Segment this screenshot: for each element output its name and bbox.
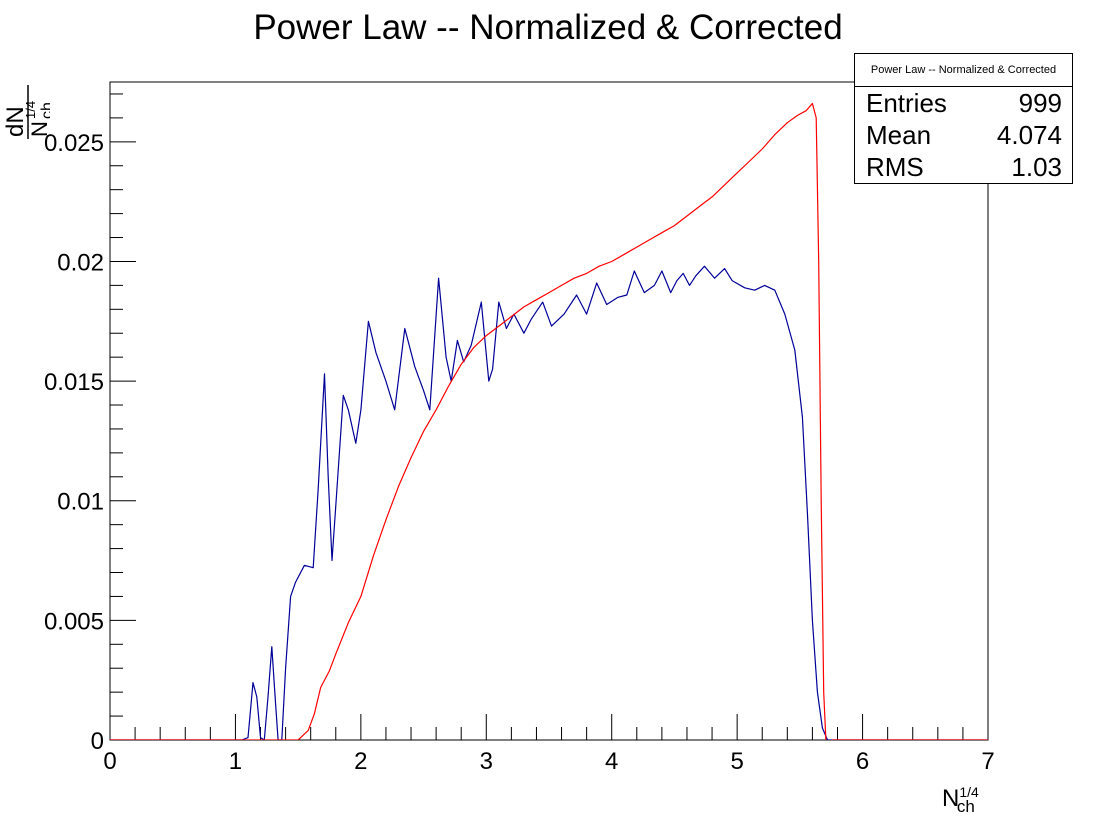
- x-axis-sup: 1/4: [959, 784, 979, 800]
- stats-row-rms: RMS 1.03: [855, 151, 1072, 183]
- x-axis-main: N: [942, 785, 960, 812]
- y-axis-denominator: N: [27, 121, 50, 137]
- y-axis-label: dN N ch 1/4: [0, 82, 56, 149]
- x-tick-label: 3: [480, 748, 493, 775]
- x-axis-sub: ch: [956, 796, 975, 816]
- x-tick-label: 7: [981, 748, 994, 775]
- chart-title: Power Law -- Normalized & Corrected: [253, 8, 843, 47]
- y-tick-label: 0.025: [44, 130, 104, 157]
- y-tick-label: 0.005: [44, 608, 104, 635]
- y-axis-denominator-sub: ch: [39, 102, 50, 119]
- stats-row-entries: Entries 999: [855, 87, 1072, 119]
- y-tick-label: 0.015: [44, 369, 104, 396]
- series-line-1: [110, 265, 988, 740]
- x-tick-label: 4: [605, 748, 618, 775]
- stats-row-mean: Mean 4.074: [855, 119, 1072, 151]
- stats-label: Mean: [866, 120, 932, 150]
- x-tick-label: 1: [229, 748, 242, 775]
- series-line-2: [110, 102, 988, 740]
- y-tick-label: 0: [91, 728, 104, 755]
- y-axis-denominator-sup: 1/4: [23, 101, 38, 119]
- plot-frame: [109, 81, 989, 741]
- x-tick-label: 5: [730, 748, 743, 775]
- stats-value: 999: [1018, 88, 1062, 118]
- stats-title: Power Law -- Normalized & Corrected: [855, 54, 1072, 87]
- x-tick-label: 2: [354, 748, 367, 775]
- y-axis-numerator: dN: [2, 106, 29, 137]
- x-tick-label: 6: [856, 748, 869, 775]
- y-tick-label: 0.02: [57, 249, 104, 276]
- x-tick-label: 0: [103, 748, 116, 775]
- stats-label: Entries: [866, 88, 947, 118]
- stats-box: Power Law -- Normalized & Corrected Entr…: [854, 53, 1073, 184]
- stats-value: 1.03: [1011, 152, 1062, 182]
- stats-label: RMS: [866, 152, 924, 182]
- y-tick-label: 0.01: [57, 489, 104, 516]
- stats-value: 4.074: [996, 120, 1062, 150]
- x-axis-label: N1/4ch: [942, 784, 979, 817]
